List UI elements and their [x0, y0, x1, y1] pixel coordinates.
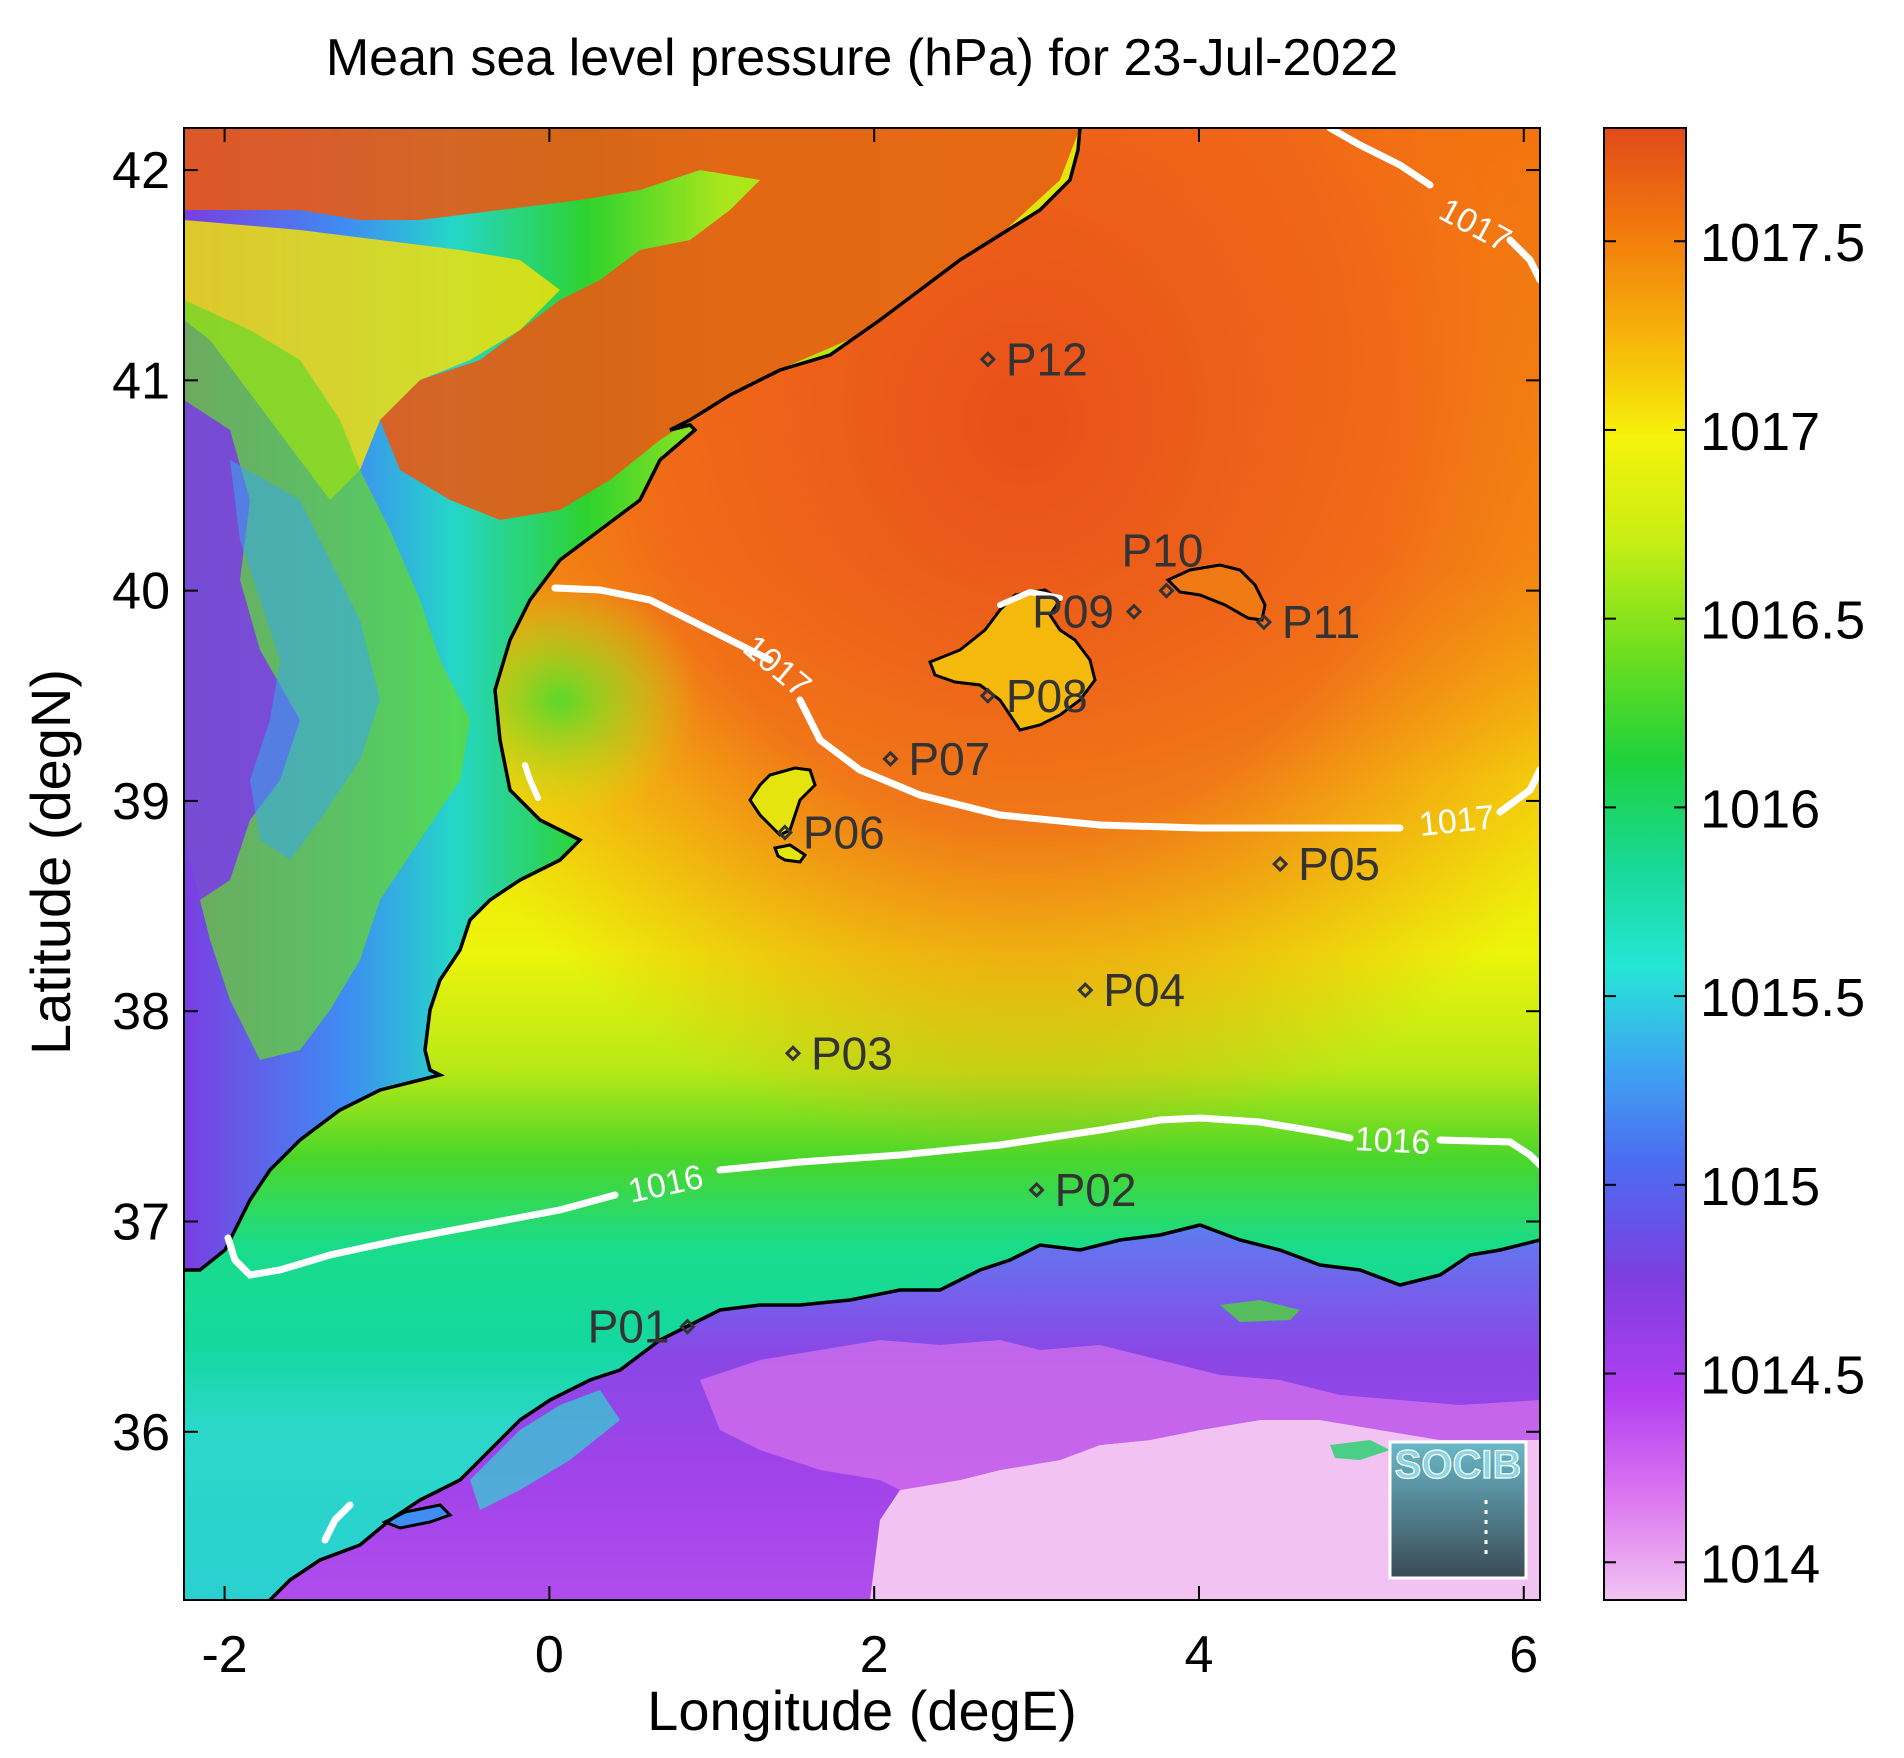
colorbar-tick-label: 1014 — [1700, 1534, 1820, 1594]
socib-logo: SOCIB — [1388, 1440, 1528, 1580]
x-tick-label: 4 — [1185, 1626, 1214, 1684]
menorca-island — [1165, 563, 1267, 622]
y-tick-label: 39 — [112, 773, 170, 831]
contour-1017-mallorca — [997, 588, 1063, 608]
colorbar-tick-label: 1015 — [1700, 1157, 1820, 1217]
colorbar — [1603, 127, 1687, 1601]
station-label: P02 — [1055, 1164, 1137, 1216]
station-label: P04 — [1103, 964, 1185, 1016]
africa-green-spot — [1330, 1440, 1390, 1460]
y-tick-label: 37 — [112, 1193, 170, 1251]
station-label: P12 — [1006, 333, 1088, 385]
y-tick-label: 38 — [112, 983, 170, 1041]
colorbar-tick-label: 1016.5 — [1700, 591, 1865, 651]
africa-pink-desert — [870, 1420, 1540, 1600]
pressure-map: 1017 1017 1017 1016 1016 SOCIB — [184, 128, 1540, 1600]
africa-cyan-coast — [470, 1390, 620, 1510]
iberia-highlands — [184, 128, 1080, 520]
station-label: P01 — [588, 1301, 670, 1353]
africa-magenta-band — [700, 1340, 1540, 1490]
contour-label-1016-b: 1016 — [1354, 1120, 1432, 1162]
colorbar-tick-label: 1017 — [1700, 402, 1820, 462]
colorbar-tick-label: 1015.5 — [1700, 968, 1865, 1028]
station-label: P05 — [1298, 838, 1380, 890]
station-marker — [979, 687, 996, 704]
station-marker — [1255, 614, 1273, 631]
y-tick-label: 42 — [112, 142, 170, 200]
map-frame — [183, 127, 1541, 1601]
station-label: P10 — [1122, 525, 1204, 577]
contour-1016-sw — [321, 1501, 354, 1544]
y-axis: 36 37 38 39 40 41 42 — [112, 142, 1540, 1462]
station-label: P08 — [1006, 670, 1088, 722]
contour-1017-main — [551, 584, 1540, 832]
station-marker — [1077, 982, 1094, 999]
africa-coastline — [268, 1223, 1540, 1600]
x-axis-label: Longitude (degE) — [647, 1679, 1077, 1742]
station-label: P11 — [1282, 596, 1360, 648]
station-marker — [784, 1045, 802, 1062]
colorbar-ticks: 1014 1014.5 1015 1015.5 1016 1016.5 1017 1017.5 — [1604, 213, 1865, 1594]
x-tick-label: -2 — [201, 1626, 247, 1684]
x-tick-label: 0 — [535, 1626, 564, 1684]
station-marker — [776, 824, 793, 841]
iberia-coastline — [184, 128, 1082, 1272]
formentera-island — [772, 843, 808, 864]
africa-green-spot-2 — [1220, 1300, 1300, 1322]
station-marker — [1272, 855, 1289, 873]
map-title: Mean sea level pressure (hPa) for 23-Jul… — [326, 29, 1398, 87]
colorbar-tick-label: 1017.5 — [1700, 213, 1865, 273]
colorbar-tick-label: 1016 — [1700, 779, 1820, 839]
station-marker — [1125, 603, 1143, 620]
station-marker — [679, 1318, 696, 1335]
contour-label-1017-c: 1017 — [1417, 798, 1496, 844]
station-label: P07 — [908, 733, 990, 785]
socib-logo-text: SOCIB — [1395, 1443, 1522, 1487]
contour-1017-ne — [1326, 128, 1540, 284]
x-axis: -2 0 2 4 6 — [201, 128, 1538, 1684]
station-label: P03 — [811, 1027, 893, 1079]
y-axis-label: Latitude (degN) — [19, 669, 82, 1055]
station-label: P09 — [1032, 586, 1114, 638]
contour-1016-main — [224, 1114, 1540, 1279]
station-marker — [1028, 1181, 1045, 1199]
station-marker — [1158, 582, 1175, 599]
x-tick-label: 6 — [1509, 1626, 1538, 1684]
y-tick-label: 36 — [112, 1404, 170, 1462]
station-marker — [882, 750, 899, 767]
station-marker — [979, 351, 996, 368]
ibiza-island — [748, 766, 817, 837]
y-tick-label: 41 — [112, 352, 170, 410]
y-tick-label: 40 — [112, 563, 170, 621]
x-tick-label: 2 — [860, 1626, 889, 1684]
colorbar-tick-label: 1014.5 — [1700, 1346, 1865, 1406]
iberia-blue-interior — [230, 460, 380, 860]
contour-1017-coast — [522, 762, 541, 801]
station-label: P06 — [803, 806, 885, 858]
